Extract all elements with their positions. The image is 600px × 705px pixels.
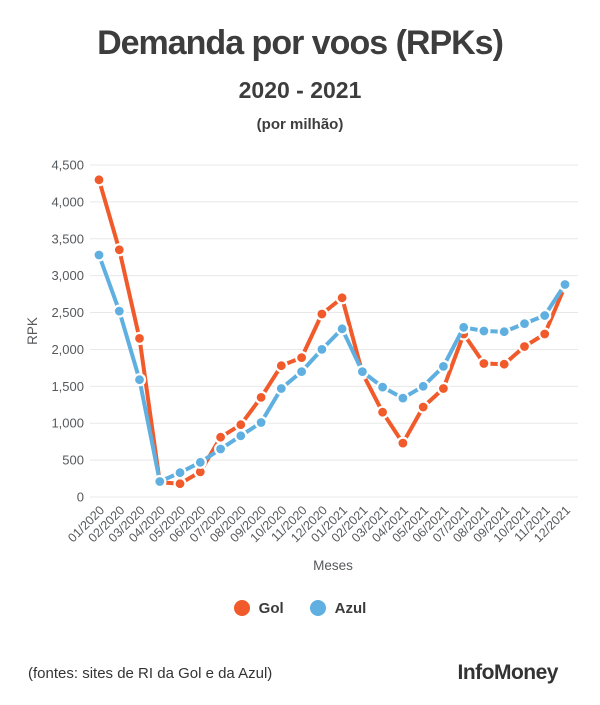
infomoney-logo: InfoMoney xyxy=(457,661,559,684)
y-axis-tick-label: 2,000 xyxy=(51,342,84,357)
y-axis-tick-label: 2,500 xyxy=(51,305,84,320)
unit-note: (por milhão) xyxy=(256,116,344,133)
point-azul-11/2020[interactable] xyxy=(295,365,309,379)
point-azul-07/2021[interactable] xyxy=(457,320,471,334)
point-azul-02/2021[interactable] xyxy=(355,365,369,379)
point-azul-12/2020[interactable] xyxy=(315,342,329,356)
point-gol-11/2020[interactable] xyxy=(295,351,309,365)
point-azul-05/2020[interactable] xyxy=(173,466,187,480)
point-gol-10/2021[interactable] xyxy=(517,339,532,354)
y-axis-tick-label: 1,000 xyxy=(51,416,84,431)
point-azul-04/2021[interactable] xyxy=(396,391,410,405)
point-gol-07/2020[interactable] xyxy=(214,430,228,444)
point-gol-01/2020[interactable] xyxy=(92,173,106,187)
point-gol-06/2021[interactable] xyxy=(436,381,450,396)
point-azul-09/2021[interactable] xyxy=(497,325,511,339)
point-azul-11/2021[interactable] xyxy=(538,308,552,323)
point-azul-09/2020[interactable] xyxy=(254,415,268,430)
y-axis-title: RPK xyxy=(25,317,40,345)
point-azul-05/2021[interactable] xyxy=(416,379,430,393)
y-axis-tick-label: 3,500 xyxy=(51,231,84,246)
y-axis-tick-label: 500 xyxy=(62,453,84,468)
point-azul-12/2021[interactable] xyxy=(558,277,572,292)
point-azul-04/2020[interactable] xyxy=(153,474,167,489)
gol-legend-dot-icon xyxy=(233,600,250,616)
title-block: Demanda por voos (RPKs) 2020 - 2021 (por… xyxy=(0,0,600,133)
legend-label-gol: Gol xyxy=(258,599,284,617)
point-gol-09/2021[interactable] xyxy=(497,357,511,371)
point-gol-03/2021[interactable] xyxy=(376,405,390,419)
point-gol-12/2020[interactable] xyxy=(315,307,329,321)
source-note: (fontes: sites de RI da Gol e da Azul) xyxy=(28,664,273,682)
legend-label-azul: Azul xyxy=(334,599,367,617)
point-gol-04/2021[interactable] xyxy=(396,436,410,450)
point-gol-05/2020[interactable] xyxy=(173,477,187,491)
point-gol-08/2020[interactable] xyxy=(234,418,248,432)
legend-item-gol[interactable]: Gol xyxy=(233,599,284,617)
point-azul-10/2021[interactable] xyxy=(517,317,532,331)
point-gol-03/2020[interactable] xyxy=(132,331,147,345)
y-axis-tick-label: 4,000 xyxy=(51,194,84,209)
legend-item-azul[interactable]: Azul xyxy=(309,599,367,617)
point-azul-07/2020[interactable] xyxy=(214,442,228,456)
point-azul-02/2020[interactable] xyxy=(112,304,126,318)
x-axis-title: Meses xyxy=(313,558,353,573)
point-azul-08/2021[interactable] xyxy=(477,324,491,338)
point-gol-09/2020[interactable] xyxy=(254,390,268,404)
point-azul-01/2020[interactable] xyxy=(92,248,106,262)
y-axis-tick-label: 4,500 xyxy=(51,158,84,173)
point-gol-05/2021[interactable] xyxy=(416,400,430,414)
point-gol-10/2020[interactable] xyxy=(274,359,288,373)
azul-line xyxy=(97,253,567,484)
y-axis-tick-label: 3,000 xyxy=(51,268,84,283)
point-azul-01/2021[interactable] xyxy=(335,322,349,336)
point-azul-08/2020[interactable] xyxy=(234,429,248,443)
point-azul-10/2020[interactable] xyxy=(274,381,288,396)
rpk-line-chart: 0 500 1,000 1,500 2,000 2,500 3,000 3,500 4,000 4… xyxy=(25,158,578,573)
point-gol-11/2021[interactable] xyxy=(538,327,552,341)
point-gol-01/2021[interactable] xyxy=(335,291,349,305)
point-azul-06/2021[interactable] xyxy=(436,359,450,373)
y-axis-tick-label: 1,500 xyxy=(51,379,84,394)
point-gol-02/2020[interactable] xyxy=(112,243,126,257)
point-azul-03/2020[interactable] xyxy=(132,373,147,387)
y-axis-tick-label: 0 xyxy=(77,490,84,505)
chart-legend: Gol Azul xyxy=(0,597,600,619)
footer: (fontes: sites de RI da Gol e da Azul) I… xyxy=(0,660,600,686)
point-gol-08/2021[interactable] xyxy=(477,356,491,371)
azul-legend-dot-icon xyxy=(309,600,326,616)
page-title: Demanda por voos (RPKs) xyxy=(97,24,504,62)
page-subtitle: 2020 - 2021 xyxy=(238,77,362,103)
point-azul-06/2020[interactable] xyxy=(193,455,207,469)
point-azul-03/2021[interactable] xyxy=(376,380,390,394)
